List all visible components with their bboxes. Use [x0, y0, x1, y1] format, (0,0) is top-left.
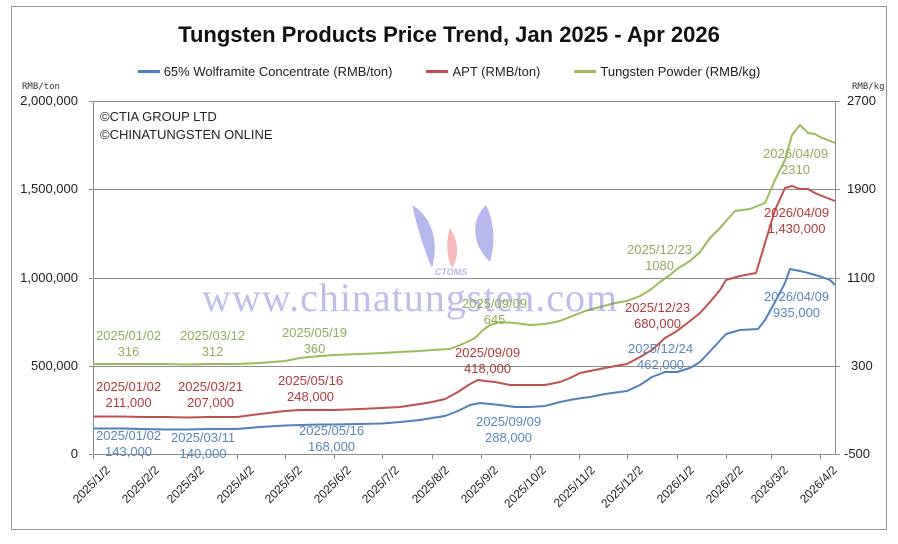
- legend: 65% Wolframite Concentrate (RMB/ton) APT…: [0, 64, 898, 79]
- chart-title: Tungsten Products Price Trend, Jan 2025 …: [178, 22, 720, 47]
- left-tick: 2,000,000: [20, 93, 78, 108]
- annotation-apt-1: 2025/01/02 211,000: [96, 379, 162, 410]
- annotation-wolframite-4: 2025/09/09 288,000: [476, 414, 542, 445]
- annotation-powder-2: 2025/03/12 312: [180, 328, 246, 359]
- right-tick: 1100: [847, 270, 875, 285]
- legend-label: APT (RMB/ton): [452, 64, 541, 79]
- annotation-wolframite-6: 2026/04/09 935,000: [764, 289, 830, 320]
- legend-item-wolframite: 65% Wolframite Concentrate (RMB/ton): [137, 64, 393, 79]
- legend-swatch-wolframite: [137, 70, 160, 73]
- legend-swatch-apt: [426, 70, 449, 73]
- annotation-wolframite-3: 2025/05/16 168,000: [299, 423, 365, 454]
- annotation-powder-4: 2025/09/09 645: [462, 296, 528, 327]
- svg-text:CTOMS: CTOMS: [435, 267, 467, 277]
- annotation-powder-6: 2026/04/09 2310: [763, 146, 829, 177]
- left-tick: 1,500,000: [20, 181, 78, 196]
- legend-label: Tungsten Powder (RMB/kg): [600, 64, 761, 79]
- left-axis-unit: RMB/ton: [22, 82, 60, 92]
- legend-item-apt: APT (RMB/ton): [426, 64, 540, 79]
- annotation-apt-4: 2025/09/09 418,000: [455, 345, 521, 376]
- annotation-wolframite-1: 2025/01/02 143,000: [96, 428, 162, 459]
- right-tick: 2700: [847, 93, 876, 108]
- annotation-powder-3: 2025/05/19 360: [282, 325, 348, 356]
- right-tick: -500: [844, 446, 871, 461]
- copyright-line-2: ©CHINATUNGSTEN ONLINE: [100, 127, 273, 142]
- website-watermark: www.chinatungsten.com: [202, 275, 619, 320]
- annotation-apt-2: 2025/03/21 207,000: [178, 379, 244, 410]
- legend-swatch-powder: [574, 70, 597, 73]
- ctoms-logo-watermark: CTOMS: [412, 205, 494, 277]
- annotation-apt-5: 2025/12/23 680,000: [625, 300, 691, 331]
- annotation-apt-6: 2026/04/09 1,430,000: [764, 205, 830, 236]
- chart-frame: [11, 6, 887, 530]
- annotation-apt-3: 2025/05/16 248,000: [278, 373, 344, 404]
- left-tick: 1,000,000: [20, 270, 78, 285]
- annotation-wolframite-2: 2025/03/11 140,000: [171, 430, 236, 461]
- left-tick: 500,000: [31, 358, 78, 373]
- annotation-powder-1: 2025/01/02 316: [96, 328, 162, 359]
- right-axis-unit: RMB/kg: [852, 82, 885, 92]
- annotation-wolframite-5: 2025/12/24 462,000: [628, 341, 694, 372]
- right-tick: 300: [851, 358, 873, 373]
- right-tick: 1900: [847, 181, 876, 196]
- left-tick: 0: [70, 446, 78, 461]
- annotation-powder-5: 2025/12/23 1080: [627, 242, 693, 273]
- legend-item-powder: Tungsten Powder (RMB/kg): [574, 64, 760, 79]
- legend-label: 65% Wolframite Concentrate (RMB/ton): [163, 64, 393, 79]
- copyright-line-1: ©CTIA GROUP LTD: [100, 109, 217, 124]
